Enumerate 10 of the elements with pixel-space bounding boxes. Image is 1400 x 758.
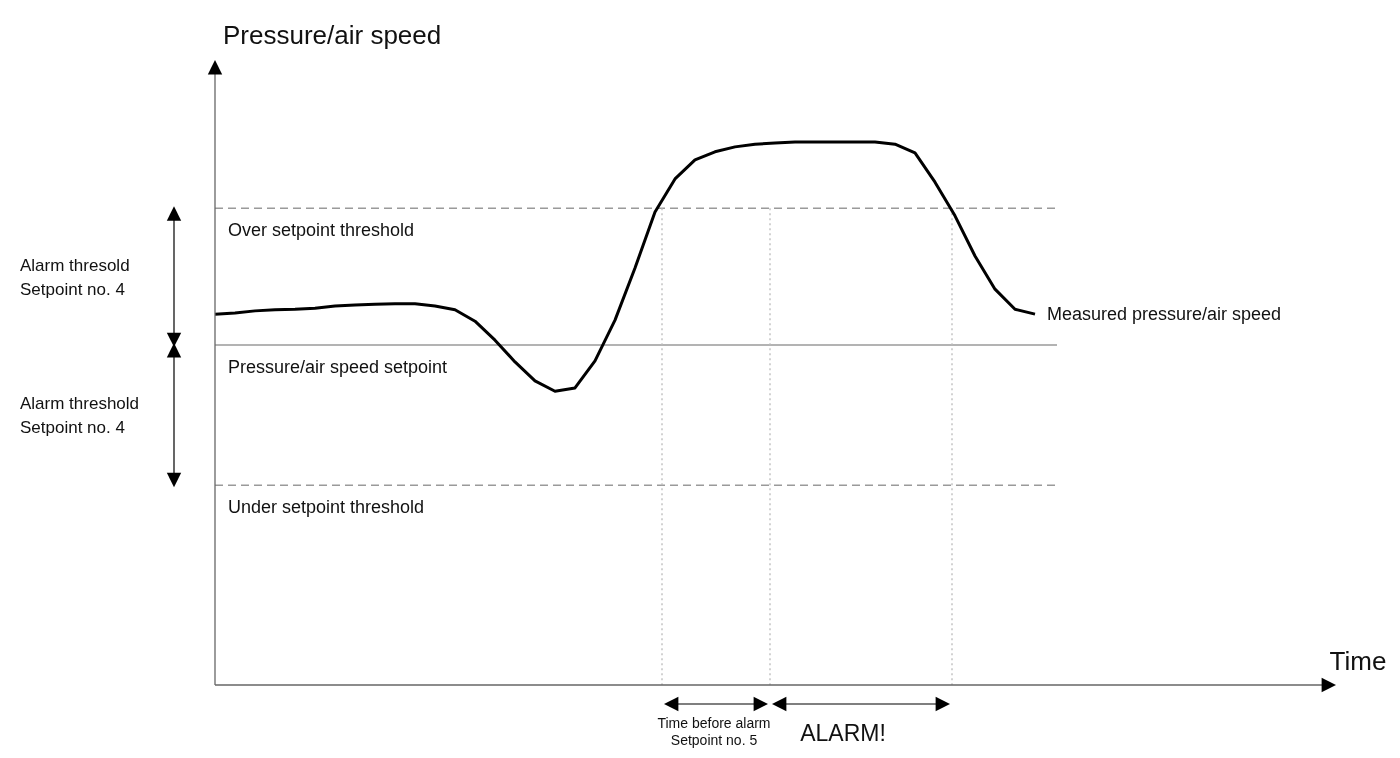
ref-line-label: Pressure/air speed setpoint [228, 357, 448, 378]
ref-line-label: Under setpoint threshold [228, 497, 425, 518]
y-axis-title: Pressure/air speed [223, 20, 442, 50]
text: ALARM! [800, 720, 886, 746]
ref-line-label: Over setpoint threshold [228, 220, 415, 241]
text: Alarm threshold Setpoint no. 4 [20, 394, 140, 438]
text: Alarm thresold Setpoint no. 4 [20, 255, 130, 299]
text: Time before alarm Setpoint no. 5 [657, 715, 771, 748]
series-label: Measured pressure/air speed [1047, 304, 1282, 325]
text: Time [1329, 646, 1387, 676]
